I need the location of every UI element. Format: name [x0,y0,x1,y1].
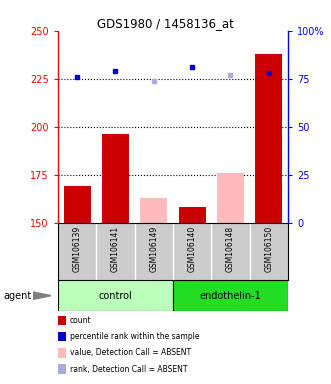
Text: count: count [70,316,91,325]
Text: GDS1980 / 1458136_at: GDS1980 / 1458136_at [97,17,234,30]
Text: GSM106141: GSM106141 [111,226,120,272]
Text: endothelin-1: endothelin-1 [200,291,261,301]
Bar [173,280,288,311]
Bar [179,207,206,223]
Bar [256,54,282,223]
Bar [64,186,90,223]
Text: percentile rank within the sample: percentile rank within the sample [70,332,199,341]
Text: GSM106149: GSM106149 [149,226,158,272]
Text: value, Detection Call = ABSENT: value, Detection Call = ABSENT [70,348,191,358]
Bar [58,280,173,311]
Text: agent: agent [3,291,31,301]
Text: GSM106140: GSM106140 [188,226,197,272]
Bar [140,198,167,223]
Bar [102,134,129,223]
Text: GSM106150: GSM106150 [264,226,273,272]
Text: rank, Detection Call = ABSENT: rank, Detection Call = ABSENT [70,364,187,374]
Polygon shape [33,292,51,300]
Bar [217,173,244,223]
Text: control: control [99,291,132,301]
Text: GSM106148: GSM106148 [226,226,235,272]
Text: GSM106139: GSM106139 [72,226,82,272]
